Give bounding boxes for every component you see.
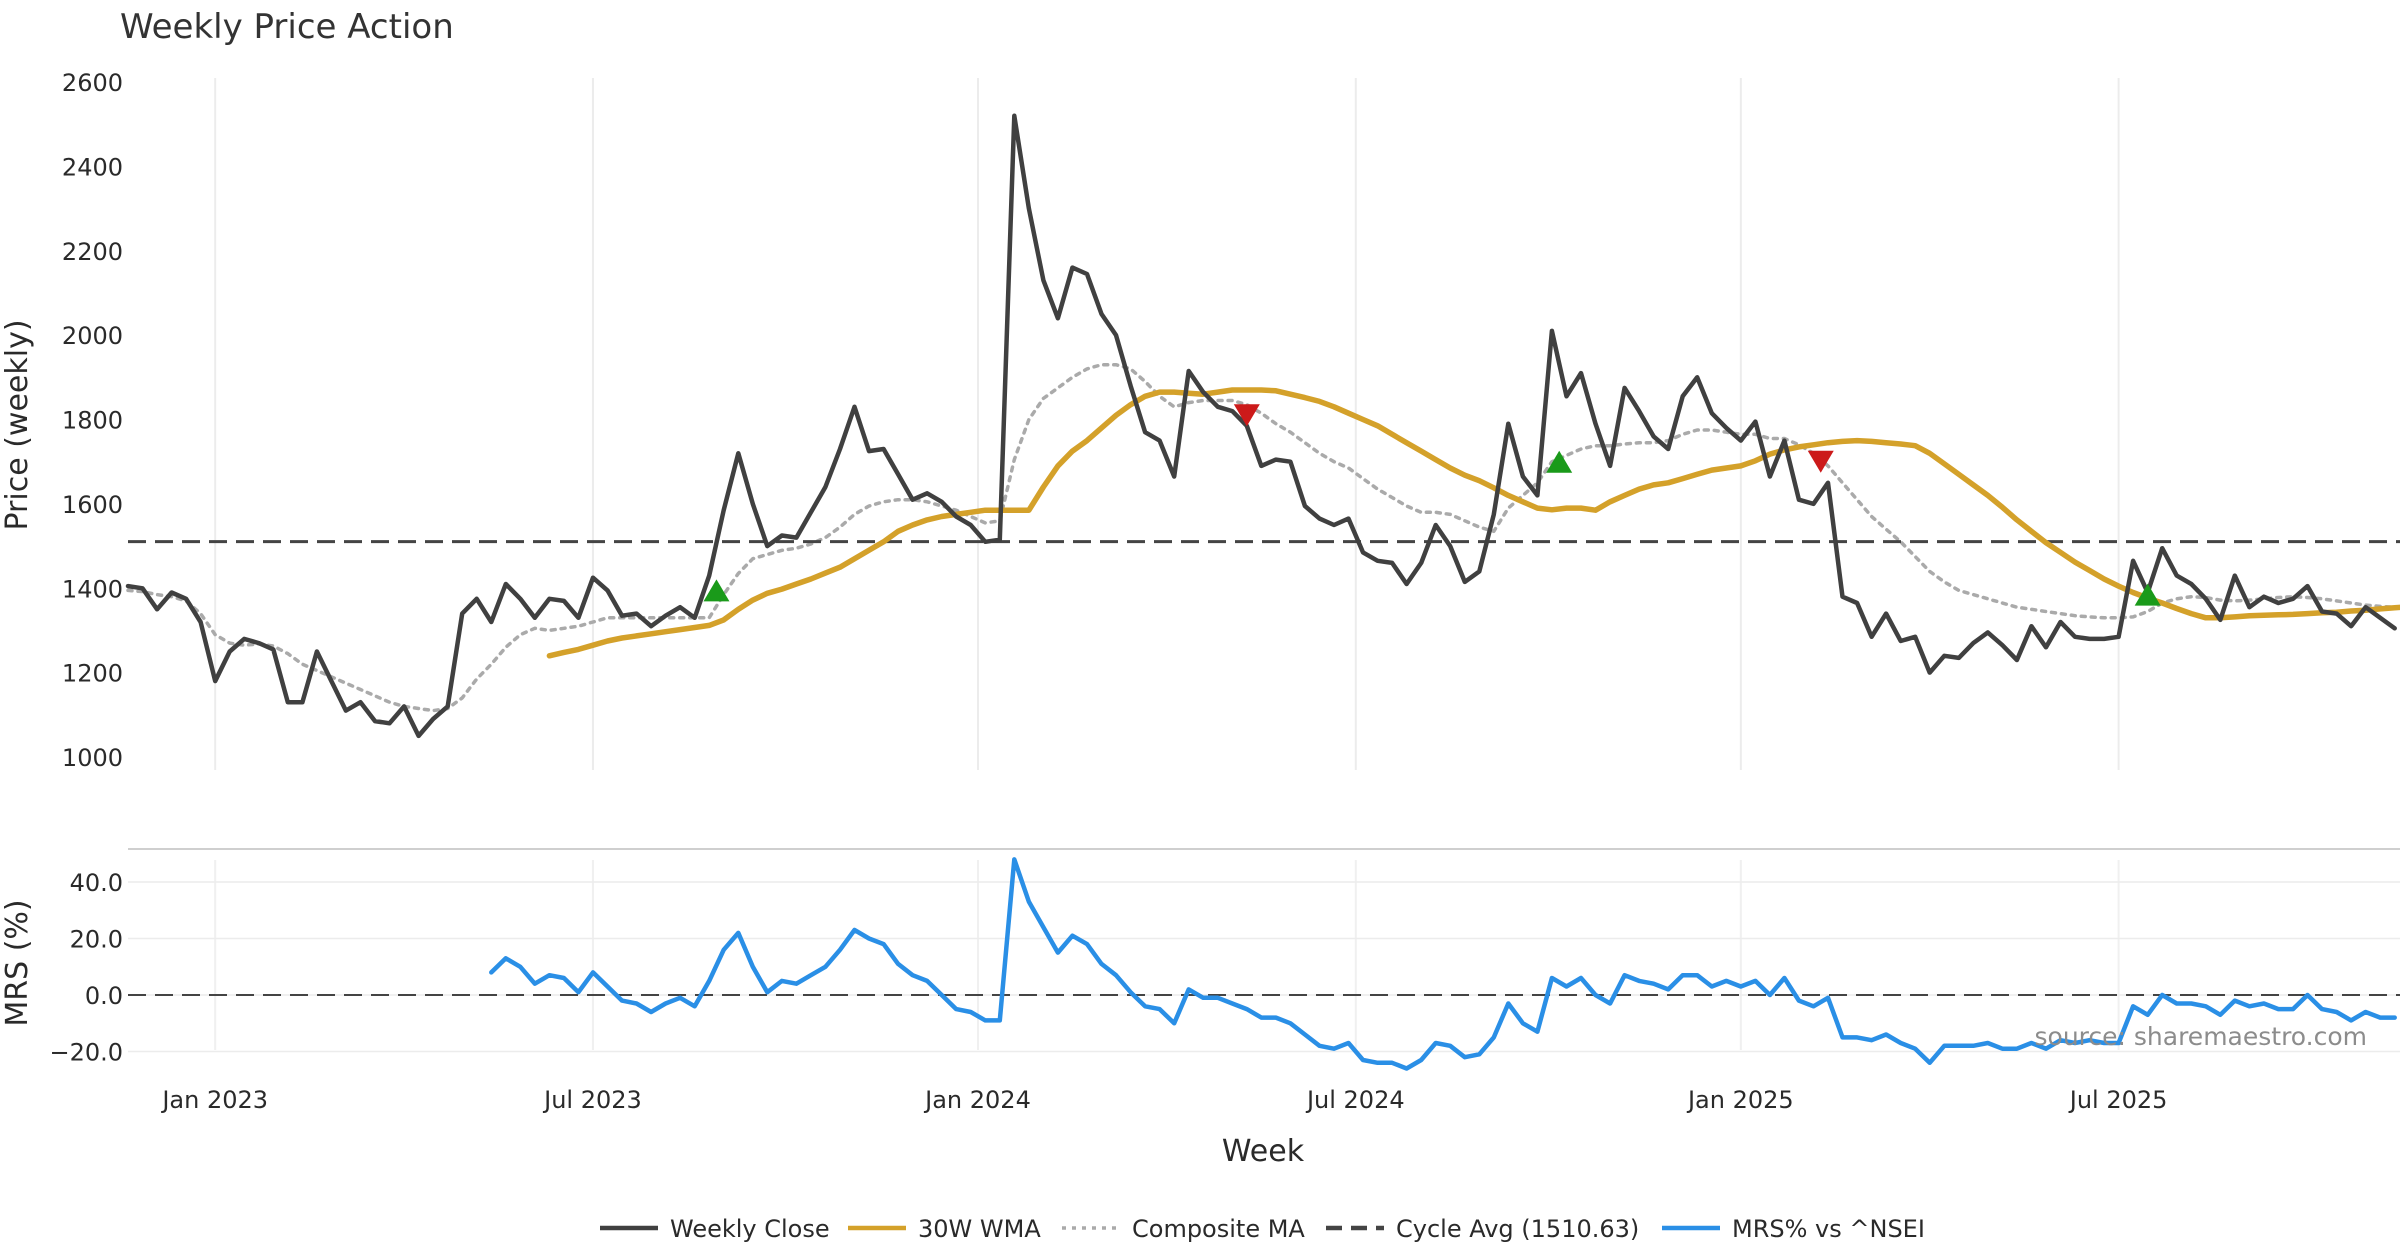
- price-y-axis-label: Price (weekly): [0, 319, 35, 530]
- chart-legend: Weekly Close 30W WMA Composite MA Cycle Avg…: [600, 1215, 1925, 1243]
- series-layer: [125, 113, 2400, 1071]
- mrs-y-tick-label: 40.0: [70, 869, 123, 897]
- mrs-line: [489, 857, 2397, 1071]
- mrs-y-tick-label: −20.0: [49, 1039, 123, 1067]
- composite-ma-line: [126, 362, 2397, 713]
- grid-layer: [128, 78, 2400, 1053]
- mrs-y-tick-label: 0.0: [85, 982, 123, 1010]
- price-y-tick-label: 1600: [62, 491, 123, 519]
- signal-layer: [703, 404, 2161, 606]
- x-tick-label: Jan 2024: [923, 1086, 1031, 1114]
- x-tick-label: Jul 2025: [2068, 1086, 2168, 1114]
- x-axis-label: Week: [1222, 1134, 1305, 1169]
- x-tick-label: Jul 2023: [542, 1086, 642, 1114]
- legend-label: Composite MA: [1132, 1215, 1305, 1243]
- chart-title: Weekly Price Action: [120, 7, 454, 47]
- mrs-y-tick-label: 20.0: [70, 926, 123, 954]
- wma-30w-line: [546, 387, 2400, 659]
- legend-label: 30W WMA: [918, 1215, 1041, 1243]
- price-y-axis: 1000 1200 1400 1600 1800 2000 2400 2200 2600: [62, 69, 123, 772]
- price-y-tick-label: 1200: [62, 660, 123, 688]
- buy-signal-marker: [2134, 583, 2161, 606]
- price-y-tick-label: 2000: [62, 322, 123, 350]
- weekly-close-line: [125, 113, 2397, 739]
- legend-label: Weekly Close: [670, 1215, 830, 1243]
- price-y-tick-label: 1400: [62, 575, 123, 603]
- buy-signal-marker: [703, 579, 730, 602]
- source-note: source: sharemaestro.com: [2035, 1022, 2368, 1051]
- price-y-tick-label: 2600: [62, 69, 123, 97]
- buy-signal-marker: [1546, 450, 1573, 473]
- x-tick-label: Jul 2024: [1305, 1086, 1405, 1114]
- x-tick-label: Jan 2023: [160, 1086, 268, 1114]
- price-y-tick-label: 2200: [62, 238, 123, 266]
- price-y-tick-label: 1800: [62, 407, 123, 435]
- legend-label: MRS% vs ^NSEI: [1732, 1215, 1925, 1243]
- price-y-tick-label: 1000: [62, 744, 123, 772]
- x-tick-label: Jan 2025: [1686, 1086, 1794, 1114]
- price-y-tick-label: 2400: [62, 153, 123, 181]
- legend-label: Cycle Avg (1510.63): [1396, 1215, 1639, 1243]
- mrs-y-axis: 40.0 20.0 0.0 −20.0: [49, 869, 123, 1067]
- mrs-y-axis-label: MRS (%): [0, 899, 35, 1026]
- sell-signal-marker: [1233, 404, 1260, 427]
- sell-signal-marker: [1807, 450, 1834, 473]
- x-axis: Jan 2023 Jul 2023 Jan 2024 Jul 2024 Jan 2025…: [160, 1086, 2167, 1114]
